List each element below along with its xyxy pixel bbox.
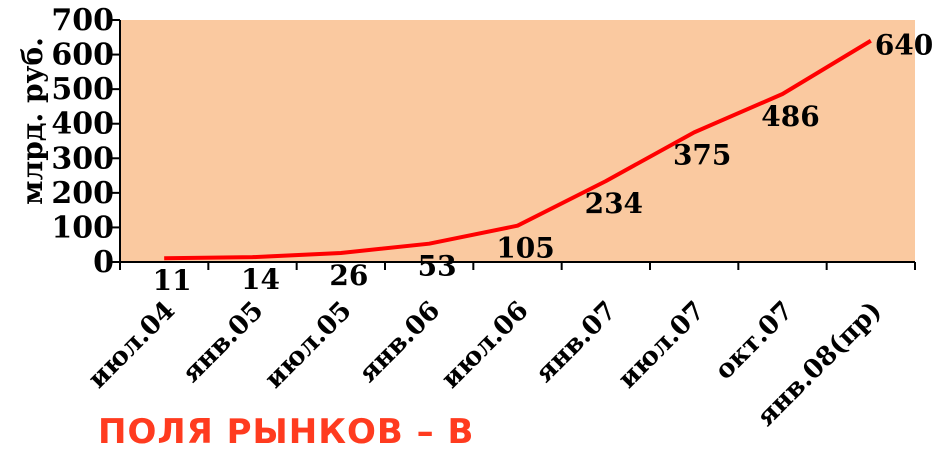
plot-area <box>120 20 915 262</box>
y-tick-label: 500 <box>51 72 114 107</box>
y-tick-label: 300 <box>51 141 114 176</box>
data-label: 640 <box>875 29 933 62</box>
x-tick-label: окт.07 <box>709 296 799 386</box>
data-label: 486 <box>761 100 819 133</box>
data-labels: 11 14 26 53 105 234 375 486 640 <box>153 29 933 297</box>
x-tick-label: июл.06 <box>436 296 535 395</box>
x-tick-label: июл.05 <box>259 296 358 395</box>
x-tick-label: янв.07 <box>530 296 623 389</box>
data-label: 26 <box>329 259 368 292</box>
data-label: 375 <box>673 138 731 171</box>
series-line <box>164 39 872 261</box>
data-label: 105 <box>496 232 554 265</box>
y-tick-label: 700 <box>51 3 114 38</box>
y-axis-label: млрд. руб. <box>16 37 49 205</box>
axes <box>112 19 916 270</box>
y-tick-label: 200 <box>51 176 114 211</box>
data-label: 234 <box>585 187 643 220</box>
x-tick-label: янв.06 <box>353 296 446 389</box>
x-tick-label: июл.07 <box>612 296 711 395</box>
y-tick-label: 0 <box>93 245 114 280</box>
x-tick-label: янв.05 <box>176 296 269 389</box>
y-tick-label: 100 <box>51 210 114 245</box>
y-tick-label: 600 <box>51 38 114 73</box>
data-label: 53 <box>418 250 457 283</box>
footer-heading: ПОЛЯ РЫНКОВ – В <box>98 412 475 452</box>
data-label: 14 <box>241 263 280 296</box>
y-tick-label: 400 <box>51 107 114 142</box>
data-label: 11 <box>153 264 192 297</box>
x-tick-label: июл.04 <box>82 296 181 395</box>
